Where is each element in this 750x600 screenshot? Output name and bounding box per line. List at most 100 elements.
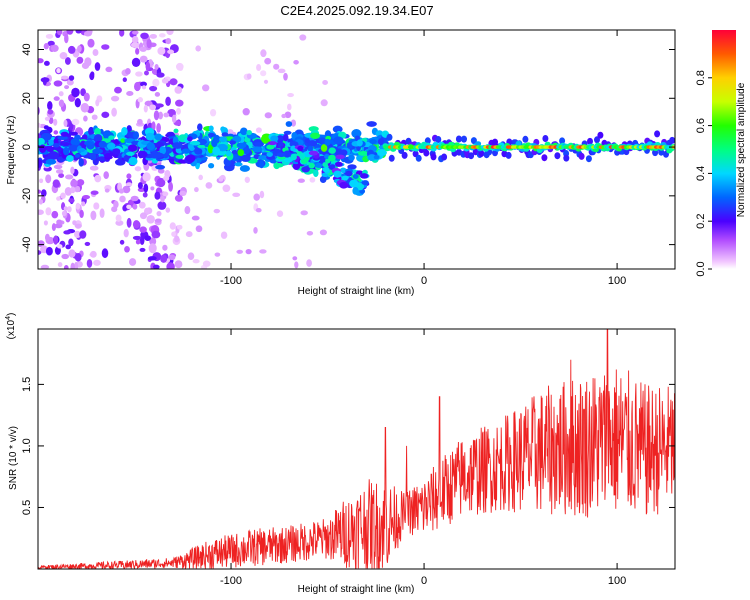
spectrogram-cell <box>245 248 252 255</box>
spectrogram-cell <box>349 179 359 188</box>
spectrogram-cell <box>122 204 128 212</box>
spectrogram-cell <box>114 86 122 94</box>
spectrogram-cell <box>63 206 68 211</box>
spectrogram-cell <box>351 129 362 138</box>
spectrogram-xtick-label: 100 <box>608 275 626 287</box>
spectrogram-cell <box>315 162 323 169</box>
spectrogram-cell <box>38 144 47 153</box>
spectrogram-cell <box>221 132 229 137</box>
spectrogram-cell <box>38 58 44 64</box>
spectrogram-cell <box>149 85 158 92</box>
spectrogram-cell <box>149 237 157 246</box>
spectrogram-cell <box>38 118 39 122</box>
spectrogram-cell <box>155 164 166 170</box>
spectrogram-cell <box>75 30 82 34</box>
spectrogram-cell <box>360 173 369 179</box>
spectrogram-cell <box>174 260 183 269</box>
spectrogram-cell <box>542 135 549 142</box>
spectrogram-cell <box>287 103 292 111</box>
spectrogram-cell <box>386 133 393 141</box>
spectrogram-cell <box>299 152 306 160</box>
spectrogram-cell <box>175 62 184 71</box>
spectrogram-cell <box>348 154 355 161</box>
spectrogram-cell <box>185 154 196 163</box>
spectrogram-cell <box>86 258 93 268</box>
spectrogram-cell <box>146 38 152 49</box>
spectrogram-cell <box>174 235 180 243</box>
spectrogram-cell <box>357 150 369 156</box>
spectrogram-cell <box>58 91 64 97</box>
spectrogram-cell <box>98 140 107 148</box>
spectrogram-cell <box>153 110 160 121</box>
spectrogram-cell <box>53 130 59 135</box>
spectrogram-cell <box>94 62 101 71</box>
spectrogram-cell <box>152 78 160 87</box>
spectrogram-cell <box>276 135 284 143</box>
spectrogram-cell <box>276 210 284 218</box>
spectrogram-cell <box>322 80 328 85</box>
spectrogram-cell <box>240 127 248 136</box>
spectrogram-cell <box>43 43 49 50</box>
spectrogram-cell <box>255 127 262 133</box>
spectrogram-cell <box>475 141 482 147</box>
spectrogram-cell <box>93 134 103 143</box>
spectrogram-cell <box>669 136 675 144</box>
snr-ylabel: SNR (10 * v/v) <box>8 426 19 490</box>
spectrogram-cell <box>121 127 128 136</box>
spectrogram-cell <box>174 86 183 94</box>
spectrogram-cell <box>319 175 327 184</box>
spectrogram-cell <box>139 247 146 252</box>
spectrogram-cell <box>147 256 157 261</box>
spectrogram-cell <box>373 154 380 160</box>
spectrogram-cell <box>45 246 53 256</box>
spectrogram-cell <box>81 201 86 207</box>
spectrogram-cell <box>47 109 54 115</box>
spectrogram-cell <box>297 178 305 183</box>
snr-panel: -100 0 100 0.5 1.0 1.5 (x104) Height of stra… <box>5 313 676 595</box>
spectrogram-cell <box>220 231 228 239</box>
spectrogram-cell <box>38 225 39 228</box>
spectrogram-cell <box>39 178 44 184</box>
spectrogram-cell <box>155 142 164 147</box>
spectrogram-cell <box>290 153 297 161</box>
spectrogram-cell <box>157 46 166 56</box>
spectrogram-cell <box>166 131 175 137</box>
snr-xtick-label: -100 <box>220 575 242 587</box>
spectrogram-cell <box>339 149 348 156</box>
spectrogram-cell <box>128 156 138 166</box>
spectrogram-cell <box>140 32 149 40</box>
spectrogram-cell <box>72 220 77 226</box>
spectrogram-cell <box>154 191 161 200</box>
spectrogram-cell <box>346 141 353 150</box>
spectrogram-cell <box>89 152 97 161</box>
spectrogram-cell <box>43 220 48 226</box>
spectrogram-cell <box>76 56 84 64</box>
spectrogram-cell <box>38 137 45 146</box>
spectrogram-cell <box>285 121 293 127</box>
colorbar-tick-label: 0.4 <box>695 166 707 181</box>
spectrogram-cell <box>120 138 126 143</box>
spectrogram-cell <box>522 135 529 143</box>
spectrogram-cell <box>45 33 54 39</box>
colorbar: 0.0 0.2 0.4 0.6 0.8 Normalized spectral ampl… <box>695 30 747 277</box>
spectrogram-cell <box>320 144 328 152</box>
spectrogram-cell <box>141 85 147 90</box>
spectrogram-cell <box>137 118 143 125</box>
spectrogram-cell <box>275 163 284 168</box>
spectrogram-cell <box>101 111 110 118</box>
spectrogram-cell <box>148 243 157 254</box>
spectrogram-ytick-label: 0 <box>21 144 33 150</box>
spectrogram-cell <box>132 203 138 210</box>
spectrogram-cell <box>307 140 318 147</box>
spectrogram-cell <box>61 141 71 147</box>
spectrogram-cell <box>329 164 336 169</box>
spectrogram-cell <box>38 122 41 128</box>
spectrogram-cell <box>157 201 167 210</box>
spectrogram-cell <box>70 179 78 188</box>
spectrogram-cell <box>111 107 117 117</box>
spectrogram-ylabel: Frequency (Hz) <box>6 116 17 185</box>
spectrogram-cell <box>83 92 90 102</box>
spectrogram-cell <box>71 87 80 98</box>
spectrogram-cell <box>127 144 138 152</box>
spectrogram-cell <box>333 170 342 178</box>
